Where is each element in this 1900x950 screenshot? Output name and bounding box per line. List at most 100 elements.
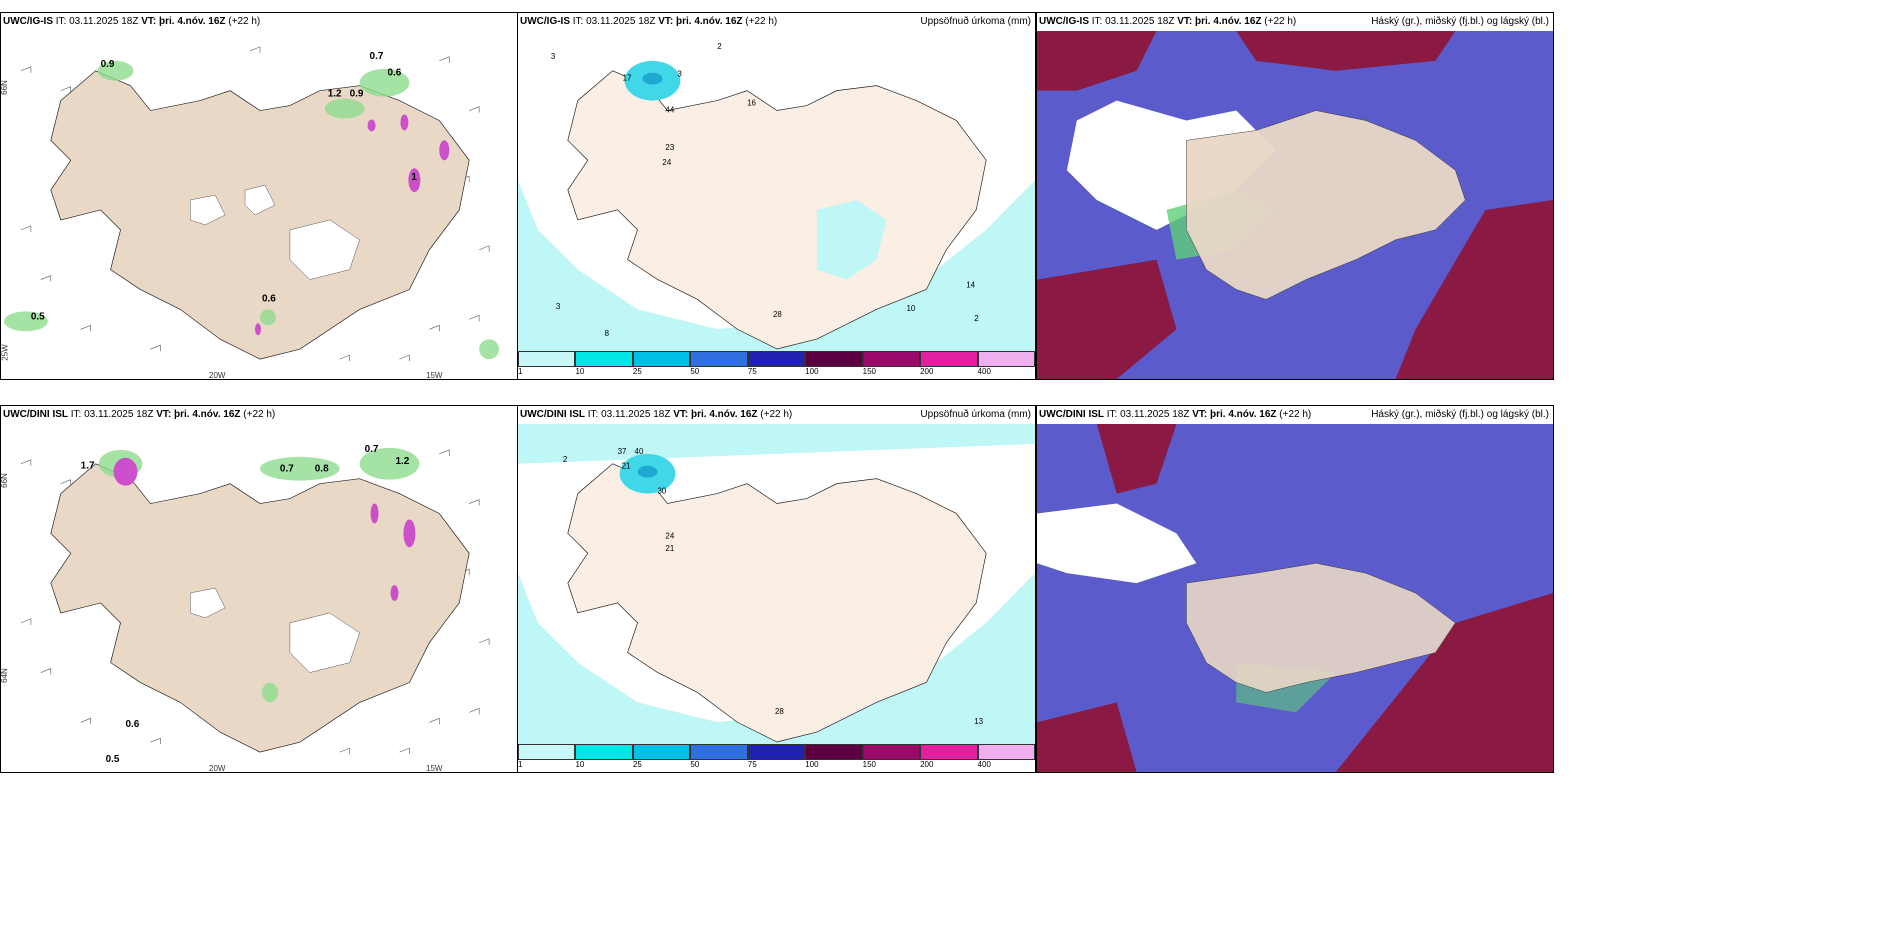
colorbar-label: 1 (518, 367, 523, 376)
panel-title: UWC/IG-IS IT: 03.11.2025 18Z VT: þri. 4.… (518, 13, 1035, 31)
svg-text:0.5: 0.5 (106, 754, 120, 765)
svg-text:0.6: 0.6 (126, 719, 140, 730)
colorbar-label: 10 (575, 760, 585, 769)
colorbar-label: 400 (977, 760, 991, 769)
lon-label: 15W (426, 371, 443, 380)
colorbar: 1 10 25 50 75 100 150 200 400 (518, 351, 1035, 379)
svg-text:1.2: 1.2 (395, 456, 409, 467)
lon-label: 20W (209, 371, 226, 380)
iceland-land (50, 463, 470, 753)
colorbar-label: 200 (920, 760, 934, 769)
iceland-land (567, 70, 987, 350)
svg-text:2: 2 (974, 314, 979, 323)
wind-barbs (20, 46, 490, 362)
panel-title: UWC/DINI ISL IT: 03.11.2025 18Z VT: þri.… (1037, 406, 1553, 424)
iceland-land (1186, 562, 1456, 693)
glacier (244, 184, 276, 216)
precip-label: 0.5 (31, 311, 45, 322)
colorbar-label: 75 (747, 760, 757, 769)
colorbar-label: 50 (690, 367, 700, 376)
svg-text:23: 23 (665, 143, 674, 152)
svg-text:28: 28 (775, 707, 784, 716)
svg-text:0.8: 0.8 (315, 464, 329, 475)
precip-label: 0.6 (262, 293, 276, 304)
svg-text:21: 21 (622, 462, 631, 471)
panel-ig-accum-precip: UWC/IG-IS IT: 03.11.2025 18Z VT: þri. 4.… (517, 12, 1036, 380)
precip-label: 0.6 (388, 68, 402, 79)
svg-text:30: 30 (657, 487, 666, 496)
svg-text:37: 37 (618, 447, 627, 456)
svg-text:3: 3 (551, 52, 556, 61)
glacier (190, 194, 226, 226)
map-precip-wind: 0.9 0.7 0.6 1.2 0.9 0.6 0.5 1 (1, 31, 517, 379)
svg-text:28: 28 (773, 310, 782, 319)
panel-ig-clouds: UWC/IG-IS IT: 03.11.2025 18Z VT: þri. 4.… (1036, 12, 1554, 380)
lat-label: 25W (0, 344, 10, 361)
colorbar-swatch (690, 744, 748, 760)
precip-label: 1 (411, 172, 417, 183)
precip-label: 1.2 (328, 89, 342, 100)
svg-text:13: 13 (974, 717, 983, 726)
colorbar-label: 100 (805, 367, 819, 376)
colorbar-swatch (632, 744, 691, 760)
precip-green (3, 60, 500, 360)
iceland-land (50, 70, 470, 360)
colorbar-label: 100 (805, 760, 819, 769)
colorbar-swatch (747, 744, 806, 760)
colorbar-swatch (518, 744, 576, 760)
svg-text:16: 16 (747, 99, 756, 108)
precip-label: 0.9 (101, 59, 115, 70)
panel-title: UWC/DINI ISL IT: 03.11.2025 18Z VT: þri.… (518, 406, 1035, 424)
map-precip-wind: 1.7 0.7 0.7 0.8 0.6 0.5 1.2 (1, 424, 517, 772)
svg-text:3: 3 (677, 70, 682, 79)
map-accum-precip: 2 37 40 21 30 24 21 28 13 (518, 424, 1035, 744)
svg-text:10: 10 (906, 304, 915, 313)
glacier (289, 219, 360, 280)
panel-subtitle: Uppsöfnuð úrkoma (mm) (920, 16, 1031, 27)
iceland-land (1186, 110, 1466, 300)
colorbar-swatch (920, 351, 978, 367)
colorbar-swatch (862, 351, 921, 367)
colorbar-swatch (747, 351, 806, 367)
colorbar-label: 150 (862, 367, 877, 376)
colorbar-label: 25 (632, 760, 642, 769)
colorbar: 1 10 25 50 75 100 150 200 400 (518, 744, 1035, 772)
colorbar-swatch (805, 351, 863, 367)
colorbar-label: 10 (575, 367, 585, 376)
map-clouds (1037, 424, 1553, 772)
panel-subtitle: Háský (gr.), miðský (fj.bl.) og lágský (… (1371, 16, 1549, 27)
svg-text:1.7: 1.7 (81, 461, 95, 472)
panel-ig-precip-wind: UWC/IG-IS IT: 03.11.2025 18Z VT: þri. 4.… (0, 12, 518, 380)
colorbar-swatch (632, 351, 691, 367)
colorbar-swatch (977, 744, 1035, 760)
colorbar-swatch (805, 744, 863, 760)
colorbar-swatch (575, 351, 633, 367)
iceland-land (567, 463, 987, 743)
colorbar-label: 25 (632, 367, 642, 376)
panel-title: UWC/IG-IS IT: 03.11.2025 18Z VT: þri. 4.… (1, 13, 517, 31)
svg-text:14: 14 (966, 280, 975, 289)
svg-text:24: 24 (665, 531, 674, 540)
colorbar-label: 400 (977, 367, 991, 376)
colorbar-label: 75 (747, 367, 757, 376)
colorbar-label: 150 (862, 760, 877, 769)
svg-text:3: 3 (556, 302, 561, 311)
svg-text:17: 17 (623, 74, 632, 83)
colorbar-label: 1 (518, 760, 523, 769)
svg-text:0.7: 0.7 (365, 444, 379, 455)
svg-text:2: 2 (717, 42, 722, 51)
svg-text:0.7: 0.7 (280, 464, 294, 475)
panel-title: UWC/IG-IS IT: 03.11.2025 18Z VT: þri. 4.… (1037, 13, 1553, 31)
map-clouds (1037, 31, 1553, 379)
precip-label: 0.7 (370, 51, 384, 62)
svg-text:2: 2 (563, 455, 568, 464)
svg-text:8: 8 (605, 329, 610, 338)
svg-text:40: 40 (635, 447, 644, 456)
colorbar-swatch (920, 744, 978, 760)
map-accum-precip: 3 2 3 17 44 23 24 3 8 16 14 2 28 10 (518, 31, 1035, 351)
panel-dini-clouds: UWC/DINI ISL IT: 03.11.2025 18Z VT: þri.… (1036, 405, 1554, 773)
svg-text:44: 44 (665, 105, 674, 114)
precip-magenta (255, 114, 450, 336)
panel-dini-accum-precip: UWC/DINI ISL IT: 03.11.2025 18Z VT: þri.… (517, 405, 1036, 773)
precip-label: 0.9 (350, 89, 364, 100)
